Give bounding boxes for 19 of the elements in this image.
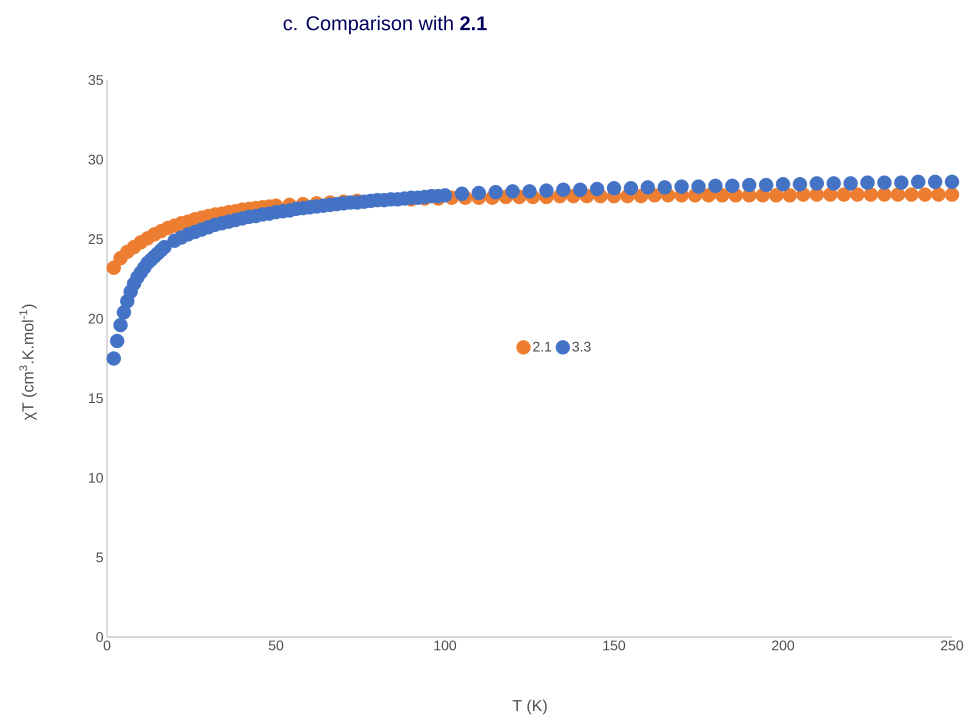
y-tick-label: 15	[89, 393, 103, 404]
y-axis-title: χT (cm$^{3}$.K.mol$^{-1}$)	[19, 304, 37, 420]
x-tick-label: 50	[268, 640, 284, 650]
y-tick-label: 30	[88, 154, 103, 164]
y-tick-label: 25	[88, 234, 103, 244]
y-tick-label: 10	[89, 472, 103, 483]
x-tick-label: 100	[434, 640, 456, 650]
legend-label: 2.1	[533, 342, 552, 352]
x-tick-label: 150	[603, 640, 626, 650]
legend-label: 3.3	[572, 342, 591, 352]
y-tick-label: 35	[88, 75, 103, 85]
x-tick-label: 0	[104, 640, 110, 650]
chart-title: c. Comparison with 2.1	[284, 16, 487, 34]
y-tick-label: 20	[88, 314, 103, 324]
y-tick-label: 5	[96, 552, 103, 562]
y-tick-label: 0	[96, 632, 103, 642]
x-axis-title: T (K)	[512, 700, 547, 714]
x-tick-label: 200	[772, 640, 794, 650]
x-tick-label: 250	[941, 640, 964, 650]
